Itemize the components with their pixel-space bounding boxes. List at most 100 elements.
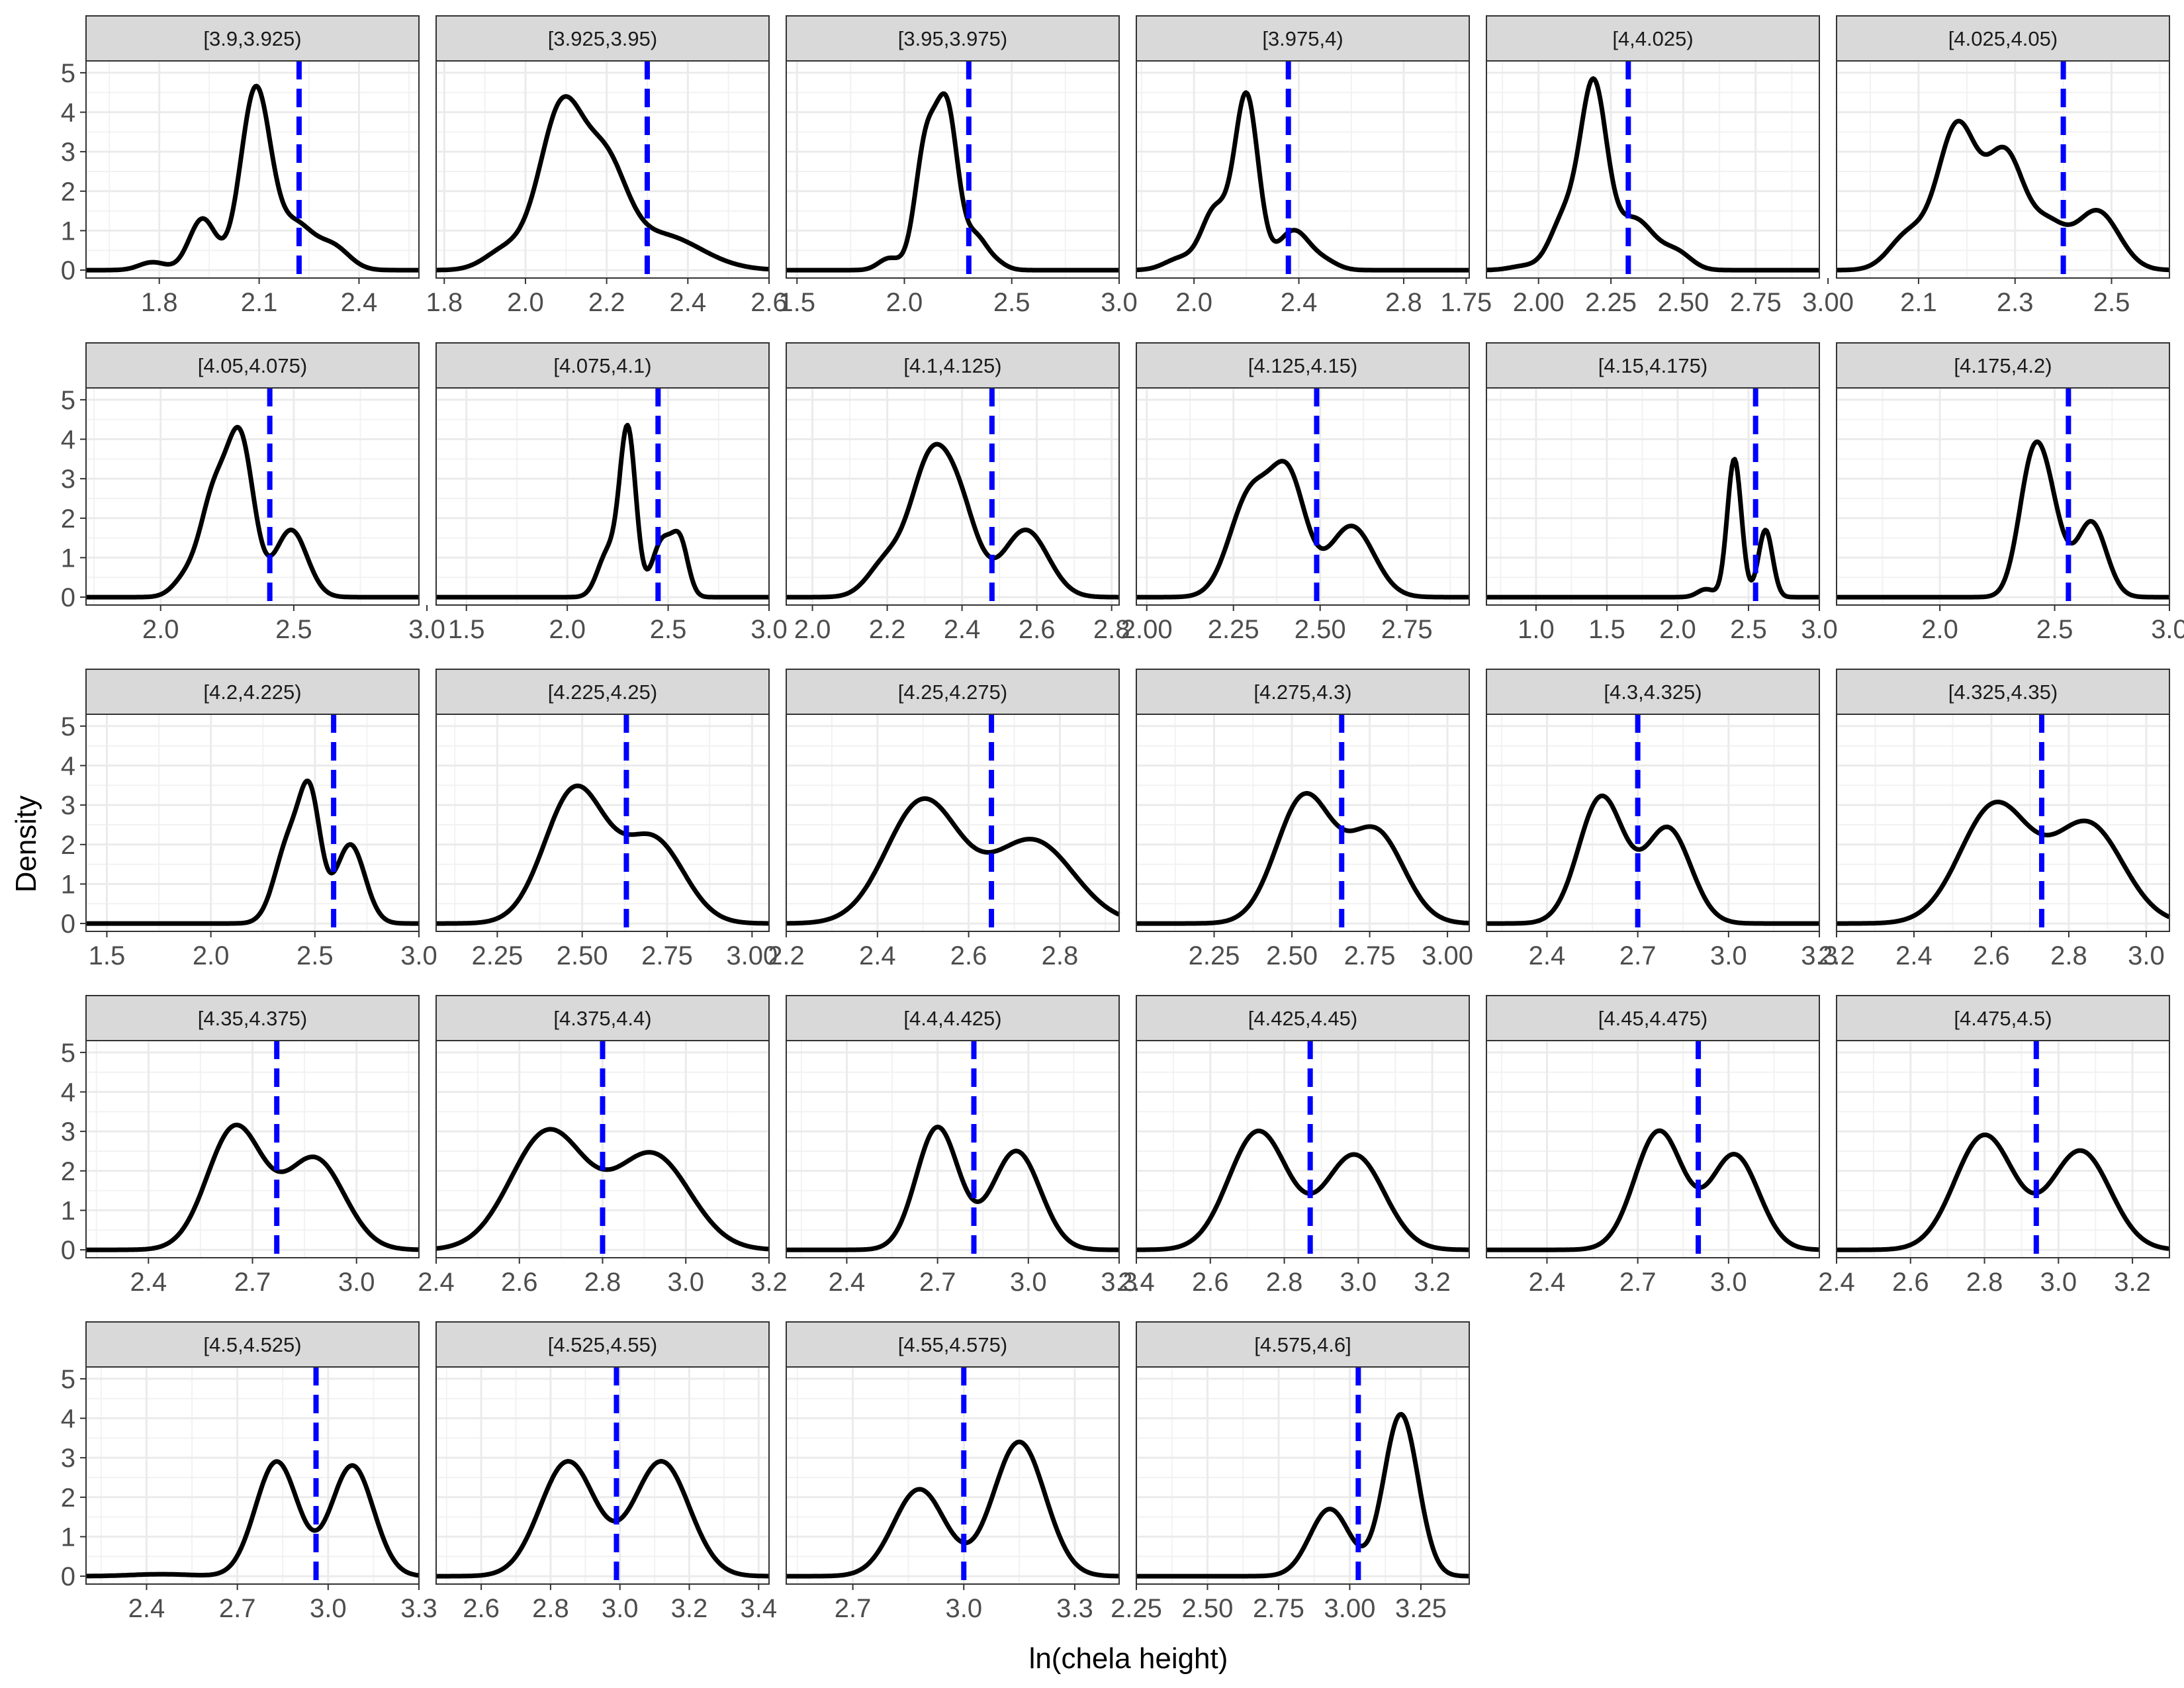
y-tick-label: 4 — [61, 752, 75, 781]
x-tick-label: 1.8 — [426, 288, 463, 317]
x-tick-label: 2.50 — [557, 941, 608, 970]
plot-background — [786, 388, 1119, 605]
density-curve — [785, 796, 1120, 926]
plot-background — [86, 714, 419, 931]
x-tick-label: 2.8 — [1266, 1268, 1303, 1297]
density-curve — [1485, 76, 1821, 273]
panel-grid: [3.9,3.925) 1.8 2.1 2.4 0 1 2 3 4 5 [3.925,3.95) 1.… — [61, 15, 2184, 1623]
y-tick-label: 2 — [61, 1157, 75, 1186]
facet-panel: [4.5,4.525) 2.4 2.7 3.0 3.3 0 1 2 3 4 5 — [61, 1321, 437, 1623]
density-curve — [785, 91, 1120, 273]
y-tick-label: 2 — [61, 504, 75, 534]
x-tick-label: 2.3 — [1997, 288, 2034, 317]
density-curve — [1485, 1128, 1821, 1252]
x-tick-label: 2.4 — [418, 1268, 455, 1297]
facet-panel: [4.325,4.35) 2.2 2.4 2.6 2.8 3.0 — [1818, 669, 2171, 970]
facet-panel: [4.4,4.425) 2.4 2.7 3.0 3.3 — [785, 995, 1138, 1297]
facet-strip — [1486, 15, 1820, 62]
density-curve — [1135, 459, 1471, 600]
facet-panel: [4.05,4.075) 2.0 2.5 3.0 0 1 2 3 4 5 — [61, 342, 445, 644]
x-tick-label: 2.0 — [794, 615, 831, 644]
facet-strip-label: [4.425,4.45) — [1248, 1007, 1357, 1030]
facet-strip-label: [4.125,4.15) — [1248, 354, 1357, 377]
x-tick-label: 2.6 — [1973, 941, 2010, 970]
x-tick-label: 2.8 — [532, 1594, 569, 1623]
x-tick-label: 2.1 — [241, 288, 278, 317]
density-curve — [1135, 90, 1471, 273]
y-tick-label: 1 — [61, 543, 75, 573]
x-tick-label: 2.4 — [341, 288, 378, 317]
x-tick-label: 2.4 — [670, 288, 707, 317]
density-curve — [1835, 800, 2171, 926]
x-tick-label: 2.8 — [584, 1268, 621, 1297]
density-curve — [1835, 118, 2171, 273]
y-tick-label: 5 — [61, 712, 75, 741]
facet-strip-label: [3.9,3.925) — [203, 27, 301, 50]
facet-panel: [4.275,4.3) 2.25 2.50 2.75 3.00 — [1135, 669, 1473, 970]
facet-strip-label: [4.025,4.05) — [1948, 27, 2058, 50]
x-tick-label: 3.3 — [1101, 1268, 1138, 1297]
facet-panel: [4.375,4.4) 2.4 2.6 2.8 3.0 3.2 — [418, 995, 788, 1297]
facet-panel: [4.1,4.125) 2.0 2.2 2.4 2.6 2.8 — [785, 342, 1130, 644]
x-tick-label: 2.75 — [1730, 288, 1782, 317]
x-tick-label: 2.5 — [650, 615, 687, 644]
x-tick-label: 3.0 — [751, 615, 788, 644]
y-tick-label: 2 — [61, 831, 75, 860]
x-tick-label: 2.4 — [1529, 1268, 1566, 1297]
facet-strip — [1136, 1321, 1470, 1368]
facet-strip-label: [4.175,4.2) — [1954, 354, 2052, 377]
facet-panel: [3.975,4) 2.0 2.4 2.8 — [1135, 15, 1471, 317]
facet-strip-label: [4.15,4.175) — [1598, 354, 1707, 377]
x-tick-label: 2.0 — [142, 615, 179, 644]
y-tick-label: 1 — [61, 1523, 75, 1552]
density-curve — [435, 1459, 770, 1579]
density-curve — [85, 83, 420, 273]
facet-strip-label: [4.35,4.375) — [198, 1007, 307, 1030]
x-tick-label: 2.4 — [1281, 288, 1318, 317]
x-tick-label: 2.5 — [1730, 615, 1767, 644]
plot-background — [86, 1367, 419, 1584]
facet-panel: [4.475,4.5) 2.4 2.6 2.8 3.0 3.2 — [1818, 995, 2171, 1297]
facet-strip — [786, 15, 1120, 62]
x-tick-label: 2.4 — [944, 615, 981, 644]
facet-strip-label: [4.2,4.225) — [203, 680, 301, 704]
plot-background — [1486, 714, 1819, 931]
x-tick-label: 2.75 — [641, 941, 693, 970]
x-tick-label: 2.50 — [1182, 1594, 1234, 1623]
plot-background — [786, 61, 1119, 278]
plot-background — [1486, 388, 1819, 605]
facet-strip — [85, 1321, 420, 1368]
density-curve — [785, 442, 1120, 600]
x-tick-label: 2.4 — [829, 1268, 866, 1297]
x-tick-label: 2.4 — [1118, 1268, 1155, 1297]
density-curve — [1135, 1128, 1471, 1252]
x-tick-label: 2.5 — [993, 288, 1030, 317]
x-tick-label: 2.6 — [1019, 615, 1056, 644]
facet-panel: [4.025,4.05) 2.1 2.3 2.5 — [1835, 15, 2171, 317]
x-tick-label: 2.25 — [1189, 941, 1240, 970]
y-axis-title: Density — [10, 796, 42, 893]
density-curve — [1835, 1132, 2171, 1252]
x-tick-label: 3.0 — [1340, 1268, 1377, 1297]
x-tick-label: 2.0 — [1921, 615, 1958, 644]
x-tick-label: 1.5 — [89, 941, 126, 970]
facet-strip — [435, 995, 770, 1041]
plot-background — [1136, 388, 1469, 605]
facet-strip-label: [4.225,4.25) — [548, 680, 657, 704]
density-curve — [1135, 790, 1471, 926]
x-tick-label: 3.0 — [2128, 941, 2165, 970]
x-tick-label: 3.00 — [1324, 1594, 1376, 1623]
plot-background — [1837, 388, 2169, 605]
y-tick-label: 1 — [61, 1196, 75, 1225]
facet-panel: [4.25,4.275) 2.2 2.4 2.6 2.8 — [768, 669, 1120, 970]
plot-background — [1486, 61, 1819, 278]
x-tick-label: 3.00 — [1422, 941, 1473, 970]
facet-strip — [435, 342, 770, 389]
facet-strip — [1136, 995, 1470, 1041]
y-tick-label: 5 — [61, 1039, 75, 1068]
facet-panel: [4.55,4.575) 2.7 3.0 3.3 — [785, 1321, 1120, 1623]
x-tick-label: 2.0 — [549, 615, 586, 644]
x-tick-label: 3.0 — [2040, 1268, 2077, 1297]
plot-background — [1136, 1041, 1469, 1258]
x-tick-label: 2.5 — [275, 615, 312, 644]
